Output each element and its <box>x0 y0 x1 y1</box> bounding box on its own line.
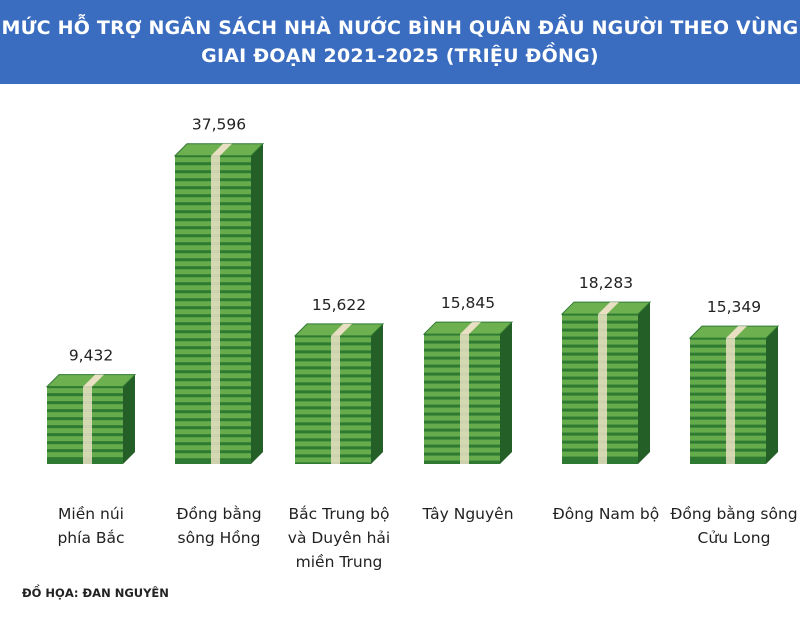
value-label-6: 15,349 <box>707 298 761 316</box>
graphic-credit: ĐỒ HỌA: ĐAN NGUYÊN <box>22 586 169 600</box>
title-banner: MỨC HỖ TRỢ NGÂN SÁCH NHÀ NƯỚC BÌNH QUÂN … <box>0 0 800 84</box>
value-label-2: 37,596 <box>192 116 246 134</box>
value-label-5: 18,283 <box>579 274 633 292</box>
bar-5 <box>560 301 652 464</box>
bar-2 <box>173 143 265 464</box>
bar-3 <box>293 323 385 464</box>
value-label-4: 15,845 <box>441 294 495 312</box>
chart-title-line-2: GIAI ĐOẠN 2021-2025 (TRIỆU ĐỒNG) <box>201 45 599 67</box>
value-label-3: 15,622 <box>312 296 366 314</box>
bar-4 <box>422 321 514 464</box>
chart-title-line-1: MỨC HỖ TRỢ NGÂN SÁCH NHÀ NƯỚC BÌNH QUÂN … <box>1 17 799 39</box>
category-label-1: Miền núi phía Bắc <box>57 505 125 547</box>
category-label-5: Đông Nam bộ <box>552 505 660 523</box>
bar-1 <box>45 374 137 464</box>
value-label-1: 9,432 <box>69 347 113 365</box>
category-label-3: Bắc Trung bộ và Duyên hải miền Trung <box>287 505 391 571</box>
bar-6 <box>688 325 780 464</box>
category-label-6: Đồng bằng sông Cửu Long <box>670 505 798 547</box>
category-label-4: Tây Nguyên <box>422 505 514 523</box>
bar-chart: 9,432 37,596 15,622 15,845 18,283 15,349 <box>45 116 780 464</box>
category-label-2: Đồng bằng sông Hồng <box>176 505 262 547</box>
